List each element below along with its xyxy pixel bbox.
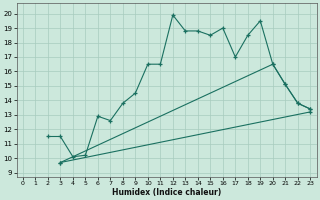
X-axis label: Humidex (Indice chaleur): Humidex (Indice chaleur)	[112, 188, 221, 197]
